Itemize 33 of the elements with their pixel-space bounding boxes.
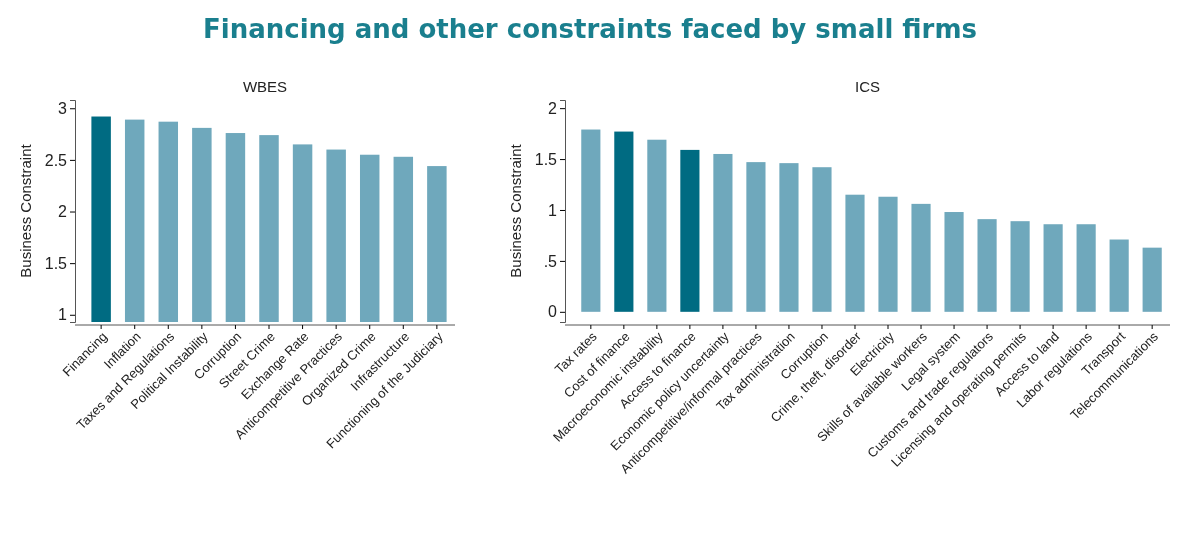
y-tick-label: 1 — [548, 201, 558, 219]
bar — [614, 131, 634, 312]
bar — [845, 194, 865, 312]
chart-title: ICS — [854, 78, 881, 95]
bar — [581, 129, 601, 312]
y-tick-label: 2 — [548, 99, 558, 117]
chart-title: WBES — [242, 78, 288, 95]
bar — [779, 163, 799, 312]
bar — [746, 162, 766, 312]
bar — [944, 212, 964, 312]
y-tick-label: 3 — [58, 99, 68, 117]
bar — [1043, 224, 1063, 312]
bar — [680, 149, 700, 312]
y-tick-label: 2.5 — [44, 151, 68, 169]
bar — [713, 153, 733, 312]
y-tick-label: .5 — [543, 252, 558, 270]
text: Financing and other constraints faced by small firms — [202, 14, 978, 44]
y-tick-label: 0 — [548, 303, 558, 321]
y-axis-title: Business Constraint — [17, 143, 34, 278]
bar — [977, 219, 997, 312]
bar — [1142, 247, 1162, 312]
y-tick-label: 1.5 — [534, 150, 558, 168]
y-tick-label: 2 — [58, 203, 68, 221]
bar — [1109, 239, 1129, 312]
y-tick-label: 1 — [58, 306, 68, 324]
bar — [911, 203, 931, 312]
bar — [812, 167, 832, 312]
bar — [1076, 224, 1096, 312]
y-axis-title: Business Constraint — [507, 143, 524, 278]
y-tick-label: 1.5 — [44, 254, 68, 272]
bar — [878, 196, 898, 312]
bar — [1010, 221, 1030, 312]
bar — [647, 139, 667, 312]
